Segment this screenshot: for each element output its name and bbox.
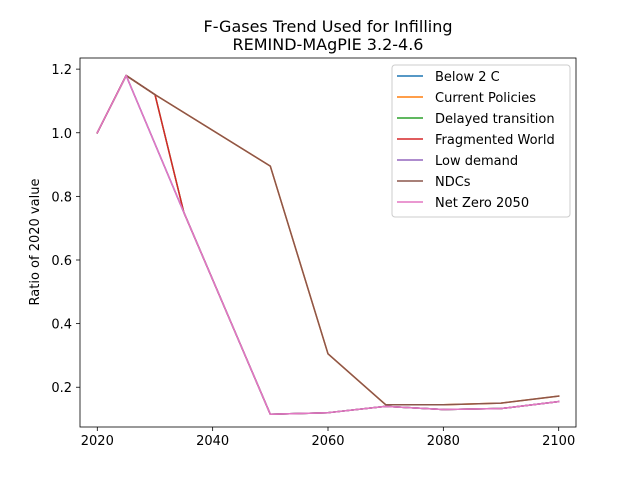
y-tick-label: 0.4 (51, 318, 72, 333)
x-tick-label: 2040 (196, 434, 229, 449)
series-line-5 (96, 74, 560, 406)
legend-label-1: Current Policies (435, 91, 536, 106)
chart-title-line-2: REMIND-MAgPIE 3.2-4.6 (233, 35, 424, 54)
legend-box (391, 64, 571, 218)
y-axis-label: Ratio of 2020 value (28, 179, 43, 306)
y-tick-label: 0.2 (51, 381, 72, 396)
y-tick-label: 0.6 (51, 254, 72, 269)
x-tick-label: 2020 (81, 434, 114, 449)
legend-label-0: Below 2 C (435, 70, 500, 85)
legend-label-4: Low demand (435, 154, 518, 169)
x-tick-label: 2100 (542, 434, 575, 449)
y-tick-label: 1.0 (51, 127, 72, 142)
y-tick-label: 0.8 (51, 190, 72, 205)
x-axis: 2020 2040 2060 2080 2100 (81, 427, 575, 449)
legend: Below 2 C Current Policies Delayed transit… (391, 64, 571, 218)
legend-label-2: Delayed transition (435, 112, 555, 127)
y-tick-label: 1.2 (51, 63, 72, 78)
x-tick-label: 2060 (311, 434, 344, 449)
legend-label-3: Fragmented World (435, 133, 555, 148)
x-tick-label: 2080 (427, 434, 460, 449)
y-axis: 0.2 0.4 0.6 0.8 1.0 1.2 (51, 63, 80, 396)
series-line-6 (96, 74, 560, 416)
legend-label-5: NDCs (435, 175, 471, 190)
chart-title-line-1: F-Gases Trend Used for Infilling (203, 17, 452, 36)
legend-label-6: Net Zero 2050 (435, 196, 529, 211)
